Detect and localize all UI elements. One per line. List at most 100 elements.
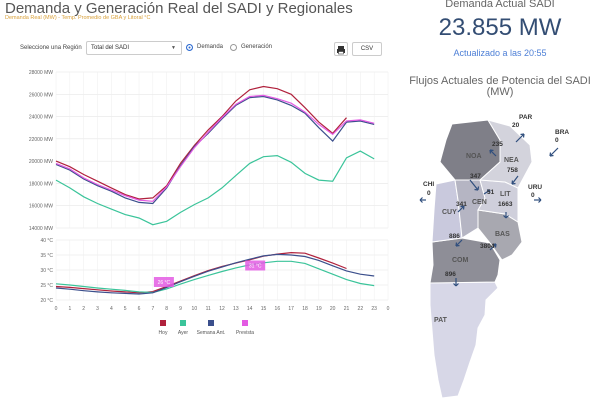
region-select-value: Total del SADI — [91, 45, 130, 51]
flow-noa-cen: 347 — [470, 173, 481, 180]
region-pat — [429, 281, 499, 399]
flow-chi-value: 0 — [427, 190, 431, 197]
current-demand-updated: Actualizado a las 20:55 — [453, 48, 547, 58]
demand-y-tick-label: 22000 MW — [29, 137, 53, 143]
temp-y-tick-label: 25 °C — [40, 283, 53, 289]
x-tick-label: 9 — [179, 306, 182, 312]
flow-pat: 896 — [445, 271, 456, 278]
demand-y-tick-label: 14000 MW — [29, 226, 53, 232]
legend-label-hoy: Hoy — [159, 330, 168, 336]
flow-bra-value: 0 — [555, 137, 559, 144]
temp-markers: 26 °C 31 °C — [153, 260, 266, 287]
demanda-radio-label[interactable]: Demanda — [197, 44, 224, 50]
y-axis-labels: 28000 MW 26000 MW 24000 MW 22000 MW 20000 MW… — [29, 70, 54, 304]
flow-bas: 3804 — [480, 243, 495, 250]
x-tick-label: 19 — [316, 306, 322, 312]
region-select[interactable]: Total del SADI ▼ — [86, 41, 182, 55]
temp-series-semana — [55, 253, 375, 295]
current-demand-title: Demanda Actual SADI — [445, 0, 555, 10]
generacion-radio-label[interactable]: Generación — [241, 44, 273, 50]
flow-uru-value: 0 — [531, 192, 535, 199]
print-button[interactable] — [334, 42, 348, 56]
demand-y-tick-label: 26000 MW — [29, 92, 53, 98]
flow-labels: PAR 20 BRA 0 235 758 347 51 CHI 0 341 16… — [423, 114, 569, 278]
generacion-radio[interactable] — [230, 44, 237, 51]
region-label-cuy: CUY — [442, 209, 457, 216]
x-axis-labels: 0 1 2 3 4 5 6 7 8 9 10 11 12 13 14 15 16 17 18 19 20 21 22 23 0 — [55, 306, 390, 312]
demand-y-tick-label: 28000 MW — [29, 70, 53, 76]
legend-swatch-semana — [208, 320, 214, 326]
temp-y-tick-label: 35 °C — [40, 253, 53, 259]
legend-label-ayer: Ayer — [178, 330, 189, 336]
demand-series-prevista — [55, 94, 375, 202]
x-tick-label: 22 — [358, 306, 364, 312]
x-tick-label: 17 — [288, 306, 294, 312]
x-tick-label: 2 — [82, 306, 85, 312]
demand-y-tick-label: 24000 MW — [29, 115, 53, 121]
region-nea — [478, 119, 533, 189]
demanda-radio[interactable] — [186, 44, 193, 51]
x-tick-label: 0 — [55, 306, 58, 312]
demand-series-semana — [55, 95, 375, 205]
demand-temperature-chart: 28000 MW 26000 MW 24000 MW 22000 MW 20000 MW… — [29, 70, 390, 336]
flow-arrows — [419, 133, 559, 287]
legend-label-semana: Semana Ant. — [197, 330, 226, 336]
x-tick-label: 16 — [275, 306, 281, 312]
region-labels: NOA NEA LIT CEN CUY BAS COM PAT — [434, 153, 519, 324]
region-com — [429, 237, 501, 284]
csv-button[interactable]: CSV — [352, 42, 382, 56]
x-tick-label: 10 — [192, 306, 198, 312]
chevron-down-icon: ▼ — [171, 45, 176, 51]
region-label-nea: NEA — [504, 157, 519, 164]
demand-series-ayer — [55, 150, 375, 226]
x-tick-label: 3 — [96, 306, 99, 312]
region-label-com: COM — [452, 257, 469, 264]
flow-par-value: 20 — [512, 122, 520, 129]
temp-y-tick-label: 20 °C — [40, 298, 53, 304]
x-tick-label: 18 — [302, 306, 308, 312]
flow-par-name: PAR — [519, 114, 533, 121]
temp-marker-box — [245, 260, 266, 271]
region-label-bas: BAS — [495, 231, 510, 238]
current-demand-value: 23.855 MW — [438, 14, 562, 41]
x-tick-label: 15 — [261, 306, 267, 312]
flow-chi-name: CHI — [423, 181, 434, 188]
flow-uru-name: URU — [528, 184, 542, 191]
flow-nea: 758 — [507, 167, 518, 174]
temp-y-tick-label: 40 °C — [40, 238, 53, 244]
region-label-lit: LIT — [500, 191, 511, 198]
flow-lit-bas: 1663 — [498, 201, 513, 208]
power-flows-title: Flujos Actuales de Potencia del SADI (MW… — [409, 75, 591, 98]
legend-swatch-prevista — [242, 320, 248, 326]
x-tick-label: 12 — [219, 306, 225, 312]
flow-cen-lit: 51 — [487, 189, 495, 196]
temp-marker-label: 26 °C — [158, 280, 171, 286]
x-tick-label: 13 — [233, 306, 239, 312]
temp-marker-label: 31 °C — [249, 264, 262, 270]
page-subtitle: Demanda Real (MW) - Temp. Promedio de GB… — [5, 15, 151, 21]
flow-com: 886 — [449, 233, 460, 240]
flow-noa-nea: 235 — [492, 141, 503, 148]
x-tick-label: 4 — [110, 306, 113, 312]
map-regions — [429, 119, 533, 399]
x-tick-label: 5 — [124, 306, 127, 312]
x-tick-label: 21 — [344, 306, 350, 312]
x-tick-label: 0 — [387, 306, 390, 312]
region-label-cen: CEN — [472, 199, 487, 206]
x-tick-label: 14 — [247, 306, 253, 312]
demand-series-hoy — [55, 85, 347, 200]
x-tick-label: 23 — [371, 306, 377, 312]
demand-y-tick-label: 16000 MW — [29, 204, 53, 210]
x-tick-label: 11 — [206, 306, 211, 312]
flow-bra-name: BRA — [555, 129, 569, 136]
x-tick-label: 7 — [151, 306, 154, 312]
region-label: Seleccione una Región — [20, 45, 82, 51]
x-tick-label: 6 — [138, 306, 141, 312]
temp-series-hoy — [55, 251, 347, 294]
x-tick-label: 1 — [68, 306, 71, 312]
temp-marker-box — [153, 277, 174, 287]
region-label-pat: PAT — [434, 317, 448, 324]
series-lines — [55, 85, 375, 295]
legend-label-prevista: Prevista — [236, 330, 254, 336]
chart-legend: Hoy Ayer Semana Ant. Prevista — [159, 320, 254, 336]
